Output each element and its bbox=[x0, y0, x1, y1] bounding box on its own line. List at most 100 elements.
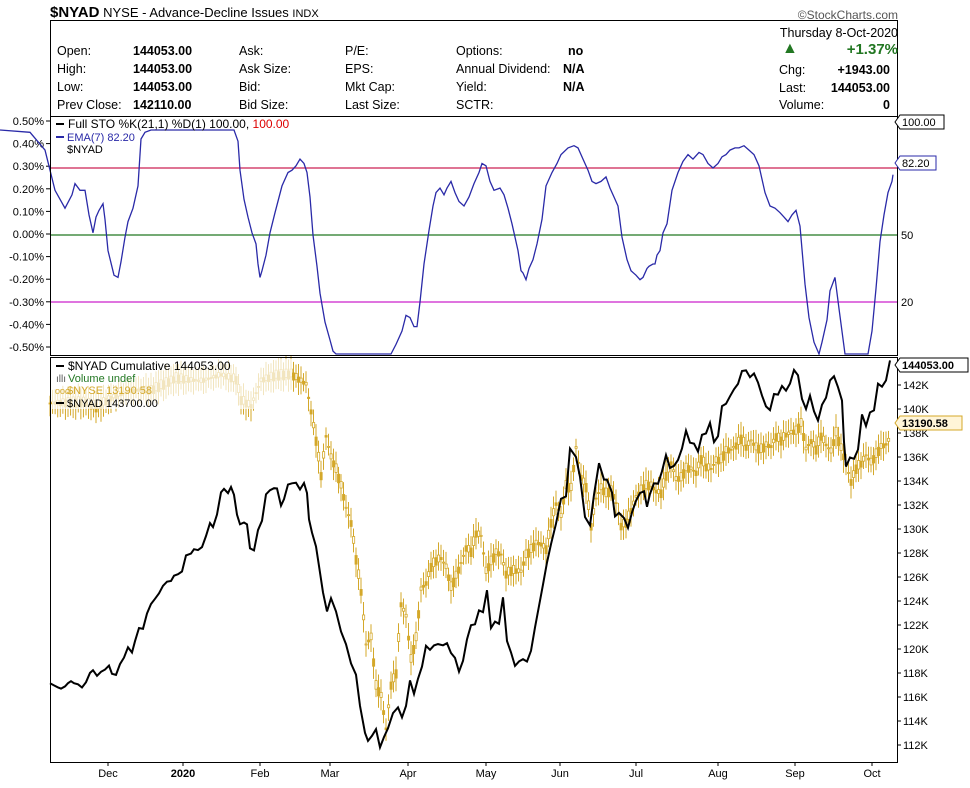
nyse-bar-body bbox=[682, 469, 686, 479]
nyse-bar-body bbox=[464, 545, 468, 552]
nyse-bar-body bbox=[687, 465, 691, 473]
sto-y-tick-label: 0.40% bbox=[13, 139, 44, 151]
bid-size-label: Bid Size: bbox=[239, 98, 289, 112]
nyse-bar-body bbox=[872, 455, 876, 464]
nyse-bar-body bbox=[584, 483, 588, 493]
sto-y-tick-label: 0.00% bbox=[13, 229, 44, 241]
nyse-bar-body bbox=[417, 610, 421, 619]
ask-size-label: Ask Size: bbox=[239, 62, 292, 76]
nyse-bar-body bbox=[822, 435, 826, 444]
nyse-bar-body bbox=[329, 453, 333, 460]
x-tick-label: 2020 bbox=[171, 768, 195, 780]
nyse-bar-body bbox=[744, 444, 748, 451]
sto-right-tick-label: 50 bbox=[901, 230, 913, 242]
eps-label: EPS: bbox=[345, 62, 374, 76]
nyse-bar-body bbox=[787, 431, 791, 435]
nyse-bar-body bbox=[332, 460, 336, 468]
nyse-bar-body bbox=[884, 443, 888, 446]
nyse-bar-body bbox=[824, 443, 828, 447]
nyse-bar-body bbox=[689, 466, 693, 470]
nyad-legend-label: $NYAD Cumulative 144053.00 bbox=[68, 359, 231, 373]
nyse-bar-body bbox=[662, 478, 666, 488]
main-y-tick-label: 124K bbox=[903, 596, 929, 608]
nyse-bar-body bbox=[374, 680, 378, 690]
last-size-label: Last Size: bbox=[345, 98, 400, 112]
nyse-bar-body bbox=[482, 552, 486, 555]
nyse-bar-body bbox=[439, 557, 443, 561]
sto-y-tick-label: -0.20% bbox=[9, 274, 44, 286]
nyse-bar-body bbox=[327, 445, 331, 448]
symbol-description: NYSE - Advance-Decline Issues bbox=[103, 5, 289, 20]
nyse-bar-body bbox=[627, 510, 631, 520]
yield-label: Yield: bbox=[456, 80, 487, 94]
nyse-bar-body bbox=[419, 586, 423, 591]
nyse-bar-body bbox=[794, 425, 798, 435]
nyse-bar-body bbox=[532, 542, 536, 552]
nyse-bar-body bbox=[502, 562, 506, 566]
nyse-bar-body bbox=[864, 454, 868, 457]
nyse-bar-body bbox=[742, 436, 746, 447]
nyse-bar-body bbox=[307, 396, 311, 399]
nyse-bar-body bbox=[514, 568, 518, 574]
x-tick-label: Mar bbox=[321, 768, 340, 780]
main-panel-frame bbox=[50, 357, 898, 763]
nyse-bar-body bbox=[397, 633, 401, 642]
nyse-bar-body bbox=[852, 470, 856, 478]
nyse-bar-body bbox=[507, 566, 511, 576]
nyse-bar-body bbox=[354, 555, 358, 565]
nyse-bar-body bbox=[779, 436, 783, 446]
nyse-bar-body bbox=[749, 439, 753, 442]
nyse-bar-body bbox=[597, 492, 601, 494]
main-y-tick-label: 112K bbox=[903, 740, 929, 752]
nyse-legend-icon: ooo bbox=[55, 386, 70, 396]
dividend-label: Annual Dividend: bbox=[456, 62, 551, 76]
nyse-bar-body bbox=[812, 441, 816, 448]
nyse-bar-body bbox=[704, 463, 708, 472]
nyse-bar-body bbox=[817, 436, 821, 446]
nyse-bar-body bbox=[604, 487, 608, 498]
nyse-bar-body bbox=[809, 439, 813, 445]
x-tick-label: Oct bbox=[863, 768, 880, 780]
main-y-tick-label: 132K bbox=[903, 500, 929, 512]
nyse-bar-body bbox=[344, 506, 348, 509]
chart-title: $NYAD NYSE - Advance-Decline Issues INDX bbox=[50, 5, 319, 21]
sto-y-tick-label: 0.20% bbox=[13, 184, 44, 196]
nyse-bar-body bbox=[457, 566, 461, 574]
nyse-bar-body bbox=[784, 433, 788, 438]
nyse-bar-body bbox=[377, 687, 381, 697]
nyse-bar-body bbox=[644, 479, 648, 490]
nyse-bar-body bbox=[867, 457, 871, 461]
nyse-bar-body bbox=[827, 447, 831, 450]
nyse-bar-body bbox=[389, 681, 393, 690]
nyse-bar-body bbox=[737, 436, 741, 445]
nyse-bar-body bbox=[732, 446, 736, 449]
nyse-bar-body bbox=[444, 563, 448, 570]
nyse-bar-body bbox=[517, 568, 521, 573]
nyse-bar-body bbox=[519, 569, 523, 573]
nyse-bar-body bbox=[449, 581, 453, 591]
sto-symbol-legend-label: $NYAD bbox=[67, 144, 103, 156]
sto-ema-line bbox=[0, 129, 894, 357]
volume-legend-label: Volume undef bbox=[68, 373, 136, 385]
nyse-bar-body bbox=[829, 447, 833, 454]
change-percent: +1.37% bbox=[846, 41, 898, 58]
nyse-bar-body bbox=[659, 489, 663, 499]
nyse-bar-body bbox=[474, 530, 478, 538]
nyse-bar-body bbox=[334, 463, 338, 473]
sto-y-tick-label: 0.50% bbox=[13, 116, 44, 128]
sto-y-tick-label: -0.40% bbox=[9, 319, 44, 331]
ema-last-flag-text: 82.20 bbox=[902, 158, 930, 170]
open-value: 144053.00 bbox=[133, 44, 193, 58]
nyse-bar-body bbox=[462, 554, 466, 557]
nyse-bar-body bbox=[614, 502, 618, 505]
nyse-bar-body bbox=[712, 463, 716, 466]
nyse-bar-body bbox=[299, 377, 303, 383]
open-label: Open: bbox=[57, 44, 92, 58]
nyse-bar-body bbox=[849, 479, 853, 486]
nyse-bar-body bbox=[357, 569, 361, 579]
nyse-bar-body bbox=[387, 704, 391, 709]
sto-y-tick-label: -0.50% bbox=[9, 342, 44, 354]
nyse-bar-body bbox=[724, 445, 728, 454]
last-value: 144053.00 bbox=[830, 81, 890, 95]
brand-watermark[interactable]: ©StockCharts.com bbox=[797, 8, 898, 22]
